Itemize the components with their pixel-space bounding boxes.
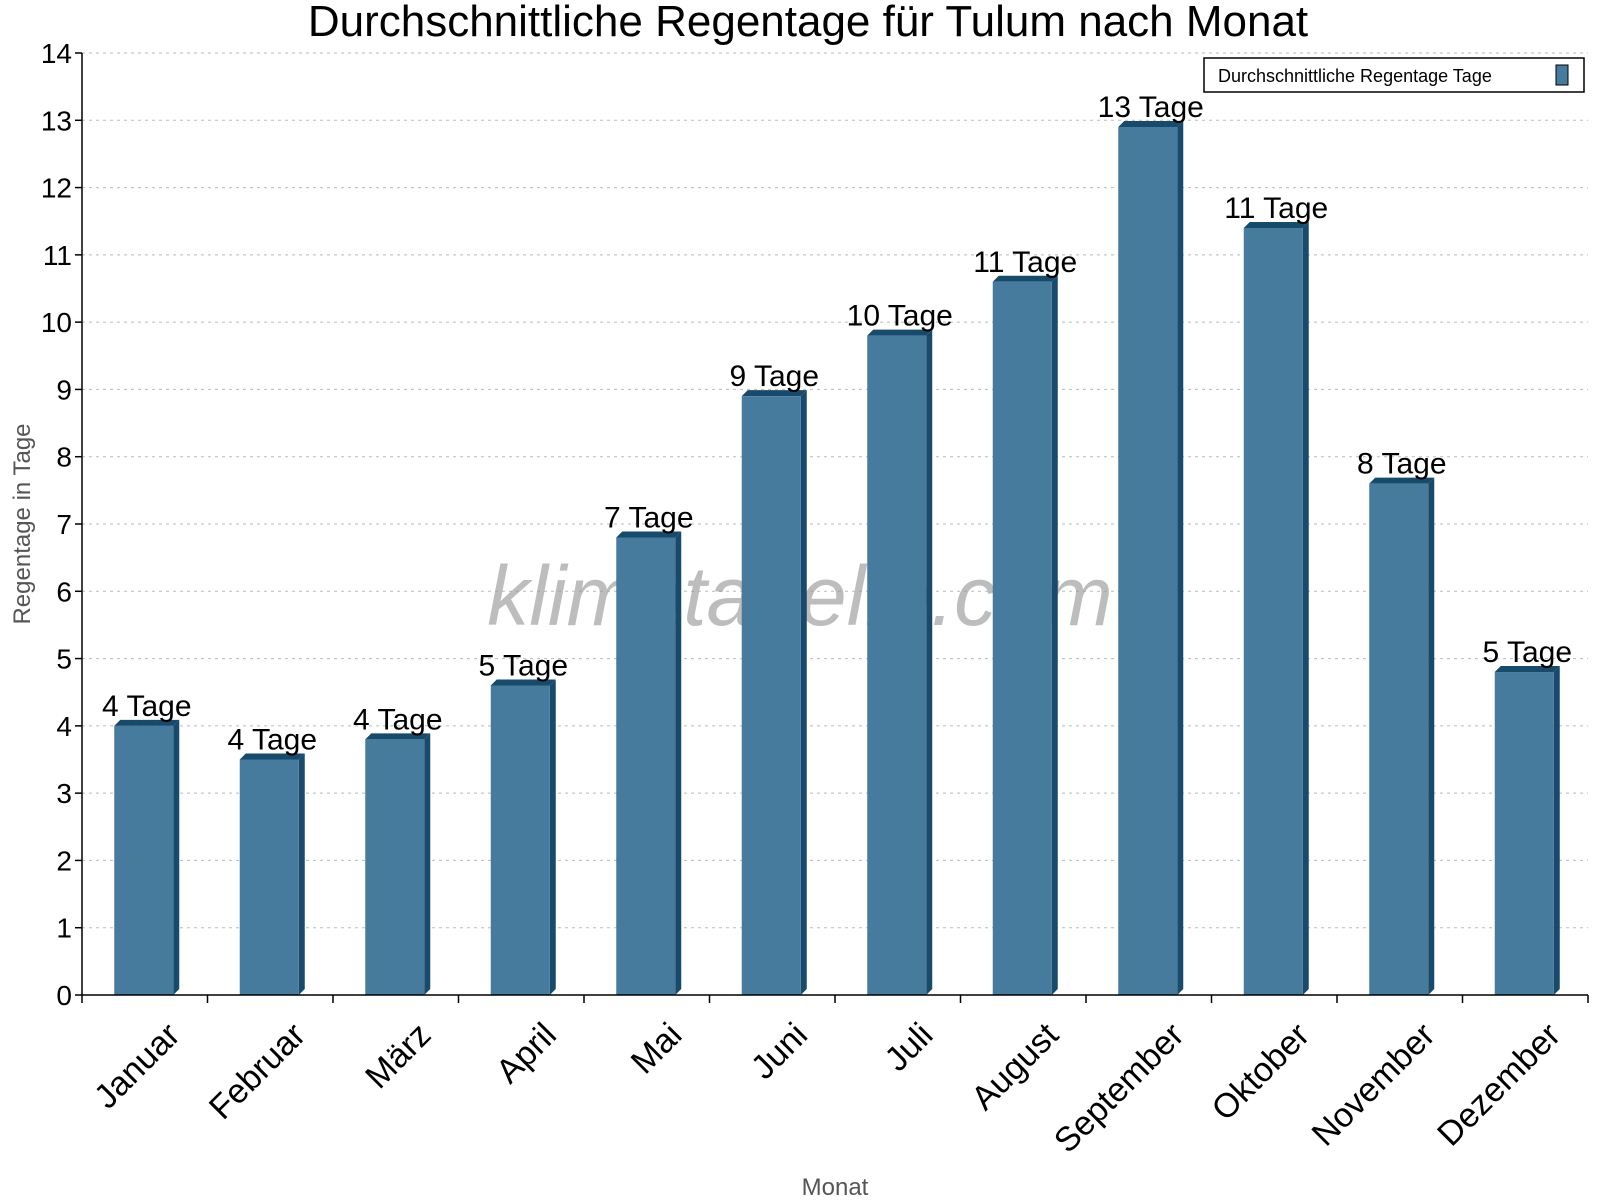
bar-side <box>549 679 556 995</box>
data-label: 7 Tage <box>604 501 694 534</box>
bar-side <box>1302 221 1309 995</box>
y-tick-label: 4 <box>56 711 72 742</box>
bar-top <box>992 275 1058 282</box>
data-label: 9 Tage <box>729 360 819 393</box>
data-label: 11 Tage <box>973 246 1077 279</box>
bar-side <box>1177 121 1184 995</box>
bar <box>239 759 299 995</box>
x-axis-label: Monat <box>802 1174 869 1200</box>
bar <box>490 685 550 995</box>
y-tick-label: 5 <box>56 644 72 675</box>
data-label: 4 Tage <box>227 724 317 757</box>
bar-side <box>926 329 933 996</box>
bar <box>1494 672 1554 995</box>
bar-side <box>173 719 180 995</box>
x-tick-label: August <box>964 1015 1066 1117</box>
y-tick-label: 12 <box>41 173 72 204</box>
bar-top <box>239 753 305 760</box>
legend-label: Durchschnittliche Regentage Tage <box>1218 66 1492 86</box>
bar-top <box>1243 221 1309 228</box>
bar-side <box>675 531 682 995</box>
bar-side <box>800 390 807 996</box>
legend-box <box>1203 57 1585 93</box>
bar <box>741 396 801 996</box>
bar-top <box>114 719 180 726</box>
bar-side <box>424 733 431 995</box>
bar <box>1369 483 1429 995</box>
y-tick-label: 7 <box>56 509 72 540</box>
data-label: 11 Tage <box>1224 192 1328 225</box>
y-tick-label: 0 <box>56 980 72 1011</box>
bar <box>114 725 174 995</box>
bar-top <box>1369 477 1435 484</box>
data-label: 4 Tage <box>102 690 192 723</box>
bar <box>992 281 1052 995</box>
bar <box>365 739 425 995</box>
bar-side <box>1428 477 1435 996</box>
bar <box>1118 127 1178 995</box>
bar-top <box>616 531 682 538</box>
y-tick-label: 11 <box>43 240 72 271</box>
x-tick-label: Juli <box>877 1016 940 1079</box>
bar-side <box>1553 666 1560 995</box>
y-tick-label: 9 <box>56 374 72 405</box>
x-tick-label: November <box>1305 1016 1443 1154</box>
data-label: 8 Tage <box>1357 448 1447 481</box>
bar <box>616 537 676 995</box>
data-label: 5 Tage <box>1482 636 1572 669</box>
y-tick-label: 3 <box>56 778 72 809</box>
bar-side <box>298 753 305 995</box>
bar-top <box>741 390 807 397</box>
data-label: 10 Tage <box>847 300 953 333</box>
y-tick-label: 8 <box>56 442 72 473</box>
x-tick-label: Februar <box>202 1016 313 1127</box>
data-label: 4 Tage <box>353 703 443 736</box>
bar <box>867 335 927 996</box>
y-tick-label: 1 <box>56 913 72 944</box>
x-tick-label: April <box>489 1016 564 1091</box>
y-tick-label: 14 <box>41 38 72 69</box>
legend: Durchschnittliche Regentage Tage <box>1203 57 1585 93</box>
legend-swatch <box>1555 64 1569 86</box>
bar-top <box>490 679 556 686</box>
y-tick-label: 10 <box>41 307 72 338</box>
data-label: 5 Tage <box>478 649 568 682</box>
bar <box>1243 227 1303 995</box>
y-tick-label: 13 <box>41 105 72 136</box>
x-tick-label: Januar <box>87 1016 187 1116</box>
bar-top <box>1494 666 1560 673</box>
x-tick-label: Juni <box>744 1016 815 1087</box>
data-label: 13 Tage <box>1098 91 1204 124</box>
x-tick-label: März <box>358 1016 438 1096</box>
x-tick-label: Dezember <box>1430 1016 1568 1154</box>
y-tick-label: 6 <box>56 576 72 607</box>
y-axis-label: Regentage in Tage <box>9 423 36 624</box>
x-tick-label: Mai <box>624 1016 690 1082</box>
x-tick-label: Oktober <box>1205 1016 1317 1128</box>
y-tick-label: 2 <box>56 845 72 876</box>
bar-top <box>1118 121 1184 128</box>
chart-title: Durchschnittliche Regentage für Tulum na… <box>308 0 1308 46</box>
bar-side <box>1051 275 1058 995</box>
bar-top <box>365 733 431 740</box>
bar-top <box>867 329 933 336</box>
x-tick-label: September <box>1047 1016 1191 1160</box>
